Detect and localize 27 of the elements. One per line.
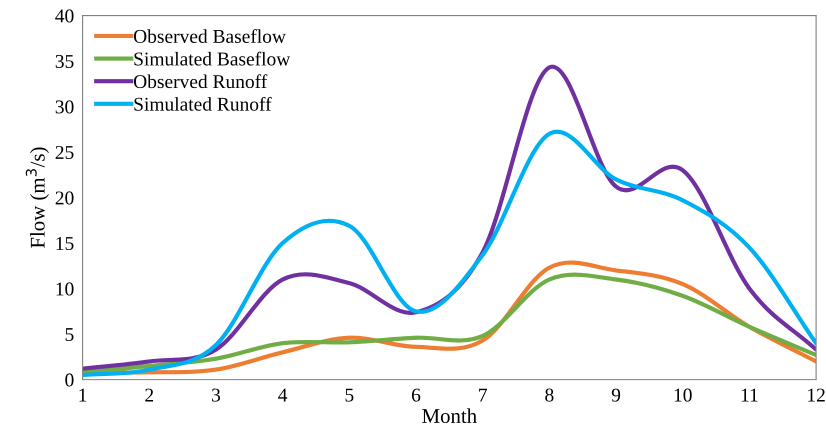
x-tick-label: 5 bbox=[346, 388, 354, 402]
y-tick-label: 5 bbox=[66, 328, 74, 342]
y-tick-label: 30 bbox=[56, 100, 74, 114]
x-tick-label: 12 bbox=[808, 388, 825, 402]
x-tick-label: 7 bbox=[479, 388, 487, 402]
x-tick-label: 1 bbox=[79, 388, 86, 402]
y-tick-label: 35 bbox=[56, 54, 74, 68]
x-tick-label: 11 bbox=[742, 388, 758, 402]
y-tick-label: 0 bbox=[65, 373, 74, 387]
x-tick-label: 4 bbox=[278, 388, 288, 402]
legend-label: Simulated Runoff bbox=[134, 96, 272, 111]
legend-label: Simulated Baseflow bbox=[134, 52, 290, 66]
x-tick-label: 3 bbox=[212, 388, 220, 402]
legend-label: Observed Baseflow bbox=[134, 29, 286, 43]
y-tick-label: 25 bbox=[56, 146, 74, 160]
y-axis-title: Flow (m$^{3}$/s) bbox=[26, 147, 49, 248]
x-tick-label: 8 bbox=[545, 388, 554, 402]
legend-label: Observed Runoff bbox=[134, 74, 268, 88]
x-axis-title: Month bbox=[422, 408, 477, 424]
y-tick-label: 40 bbox=[55, 9, 74, 22]
x-tick-label: 10 bbox=[674, 388, 692, 402]
x-tick-label: 9 bbox=[612, 388, 620, 402]
x-tick-label: 6 bbox=[412, 388, 420, 402]
y-tick-label: 10 bbox=[56, 282, 74, 296]
x-tick-label: 2 bbox=[145, 388, 154, 402]
y-tick-label: 20 bbox=[56, 191, 74, 205]
y-tick-label: 15 bbox=[56, 237, 74, 250]
